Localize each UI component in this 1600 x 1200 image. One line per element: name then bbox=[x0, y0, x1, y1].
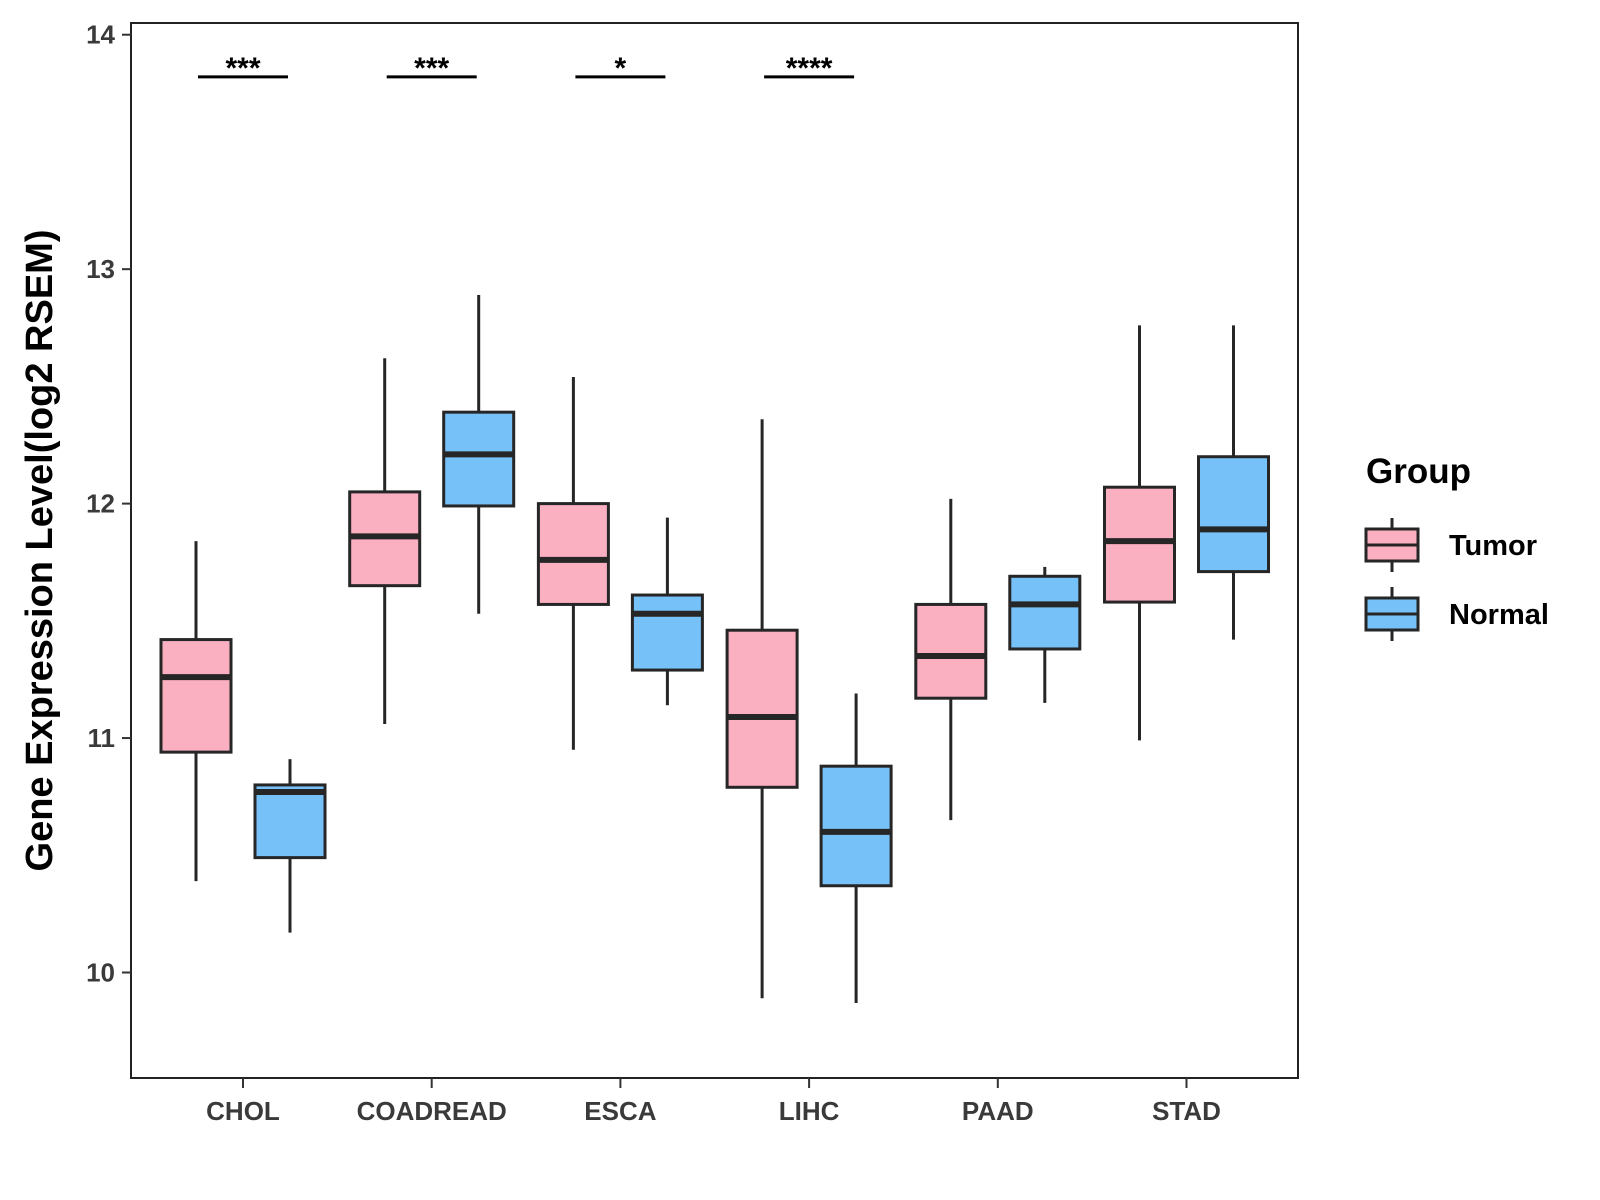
box-body bbox=[914, 602, 988, 700]
y-axis-title: Gene Expression Level(log2 RSEM) bbox=[19, 230, 61, 872]
x-tick-label: ESCA bbox=[584, 1096, 656, 1126]
y-tick-label: 13 bbox=[86, 254, 115, 284]
box-tumor-lihc bbox=[725, 419, 799, 999]
box-tumor-coadread bbox=[348, 358, 422, 724]
y-tick-label: 10 bbox=[86, 958, 115, 988]
box-body bbox=[1197, 455, 1270, 574]
box-tumor-esca bbox=[536, 377, 610, 750]
box-body bbox=[819, 764, 893, 888]
legend-entry-label: Tumor bbox=[1449, 530, 1537, 562]
x-tick-label: PAAD bbox=[962, 1096, 1034, 1126]
legend-key-normal bbox=[1364, 587, 1420, 641]
x-tick-label: COADREAD bbox=[357, 1096, 507, 1126]
legend-key-tumor bbox=[1364, 518, 1420, 572]
box-body bbox=[1103, 485, 1176, 604]
plot-panel-border bbox=[130, 22, 1299, 1079]
significance-label: *** bbox=[225, 52, 260, 85]
box-body bbox=[725, 628, 799, 789]
significance-label: * bbox=[615, 52, 627, 85]
box-normal-stad bbox=[1197, 325, 1270, 640]
x-tick-label: LIHC bbox=[779, 1096, 840, 1126]
y-tick-label: 14 bbox=[86, 20, 115, 50]
box-normal-lihc bbox=[819, 693, 893, 1003]
box-normal-coadread bbox=[442, 294, 516, 614]
box-body bbox=[253, 783, 327, 860]
box-normal-paad bbox=[1008, 566, 1082, 703]
box-tumor-stad bbox=[1103, 325, 1176, 741]
y-tick-label: 12 bbox=[86, 489, 115, 519]
y-tick-label: 11 bbox=[88, 723, 116, 753]
legend-title: Group bbox=[1366, 452, 1471, 491]
box-tumor-paad bbox=[914, 498, 988, 821]
box-body bbox=[630, 593, 704, 672]
box-body bbox=[536, 502, 610, 606]
box-normal-chol bbox=[253, 759, 327, 933]
box-body bbox=[159, 638, 233, 754]
significance-label: **** bbox=[786, 52, 833, 85]
box-normal-esca bbox=[630, 517, 704, 706]
box-body bbox=[442, 410, 516, 508]
x-tick-label: CHOL bbox=[206, 1096, 280, 1126]
significance-label: *** bbox=[414, 52, 449, 85]
box-tumor-chol bbox=[159, 541, 233, 882]
legend-entry-label: Normal bbox=[1449, 599, 1549, 631]
x-tick-label: STAD bbox=[1152, 1096, 1221, 1126]
box-body bbox=[1008, 574, 1082, 651]
